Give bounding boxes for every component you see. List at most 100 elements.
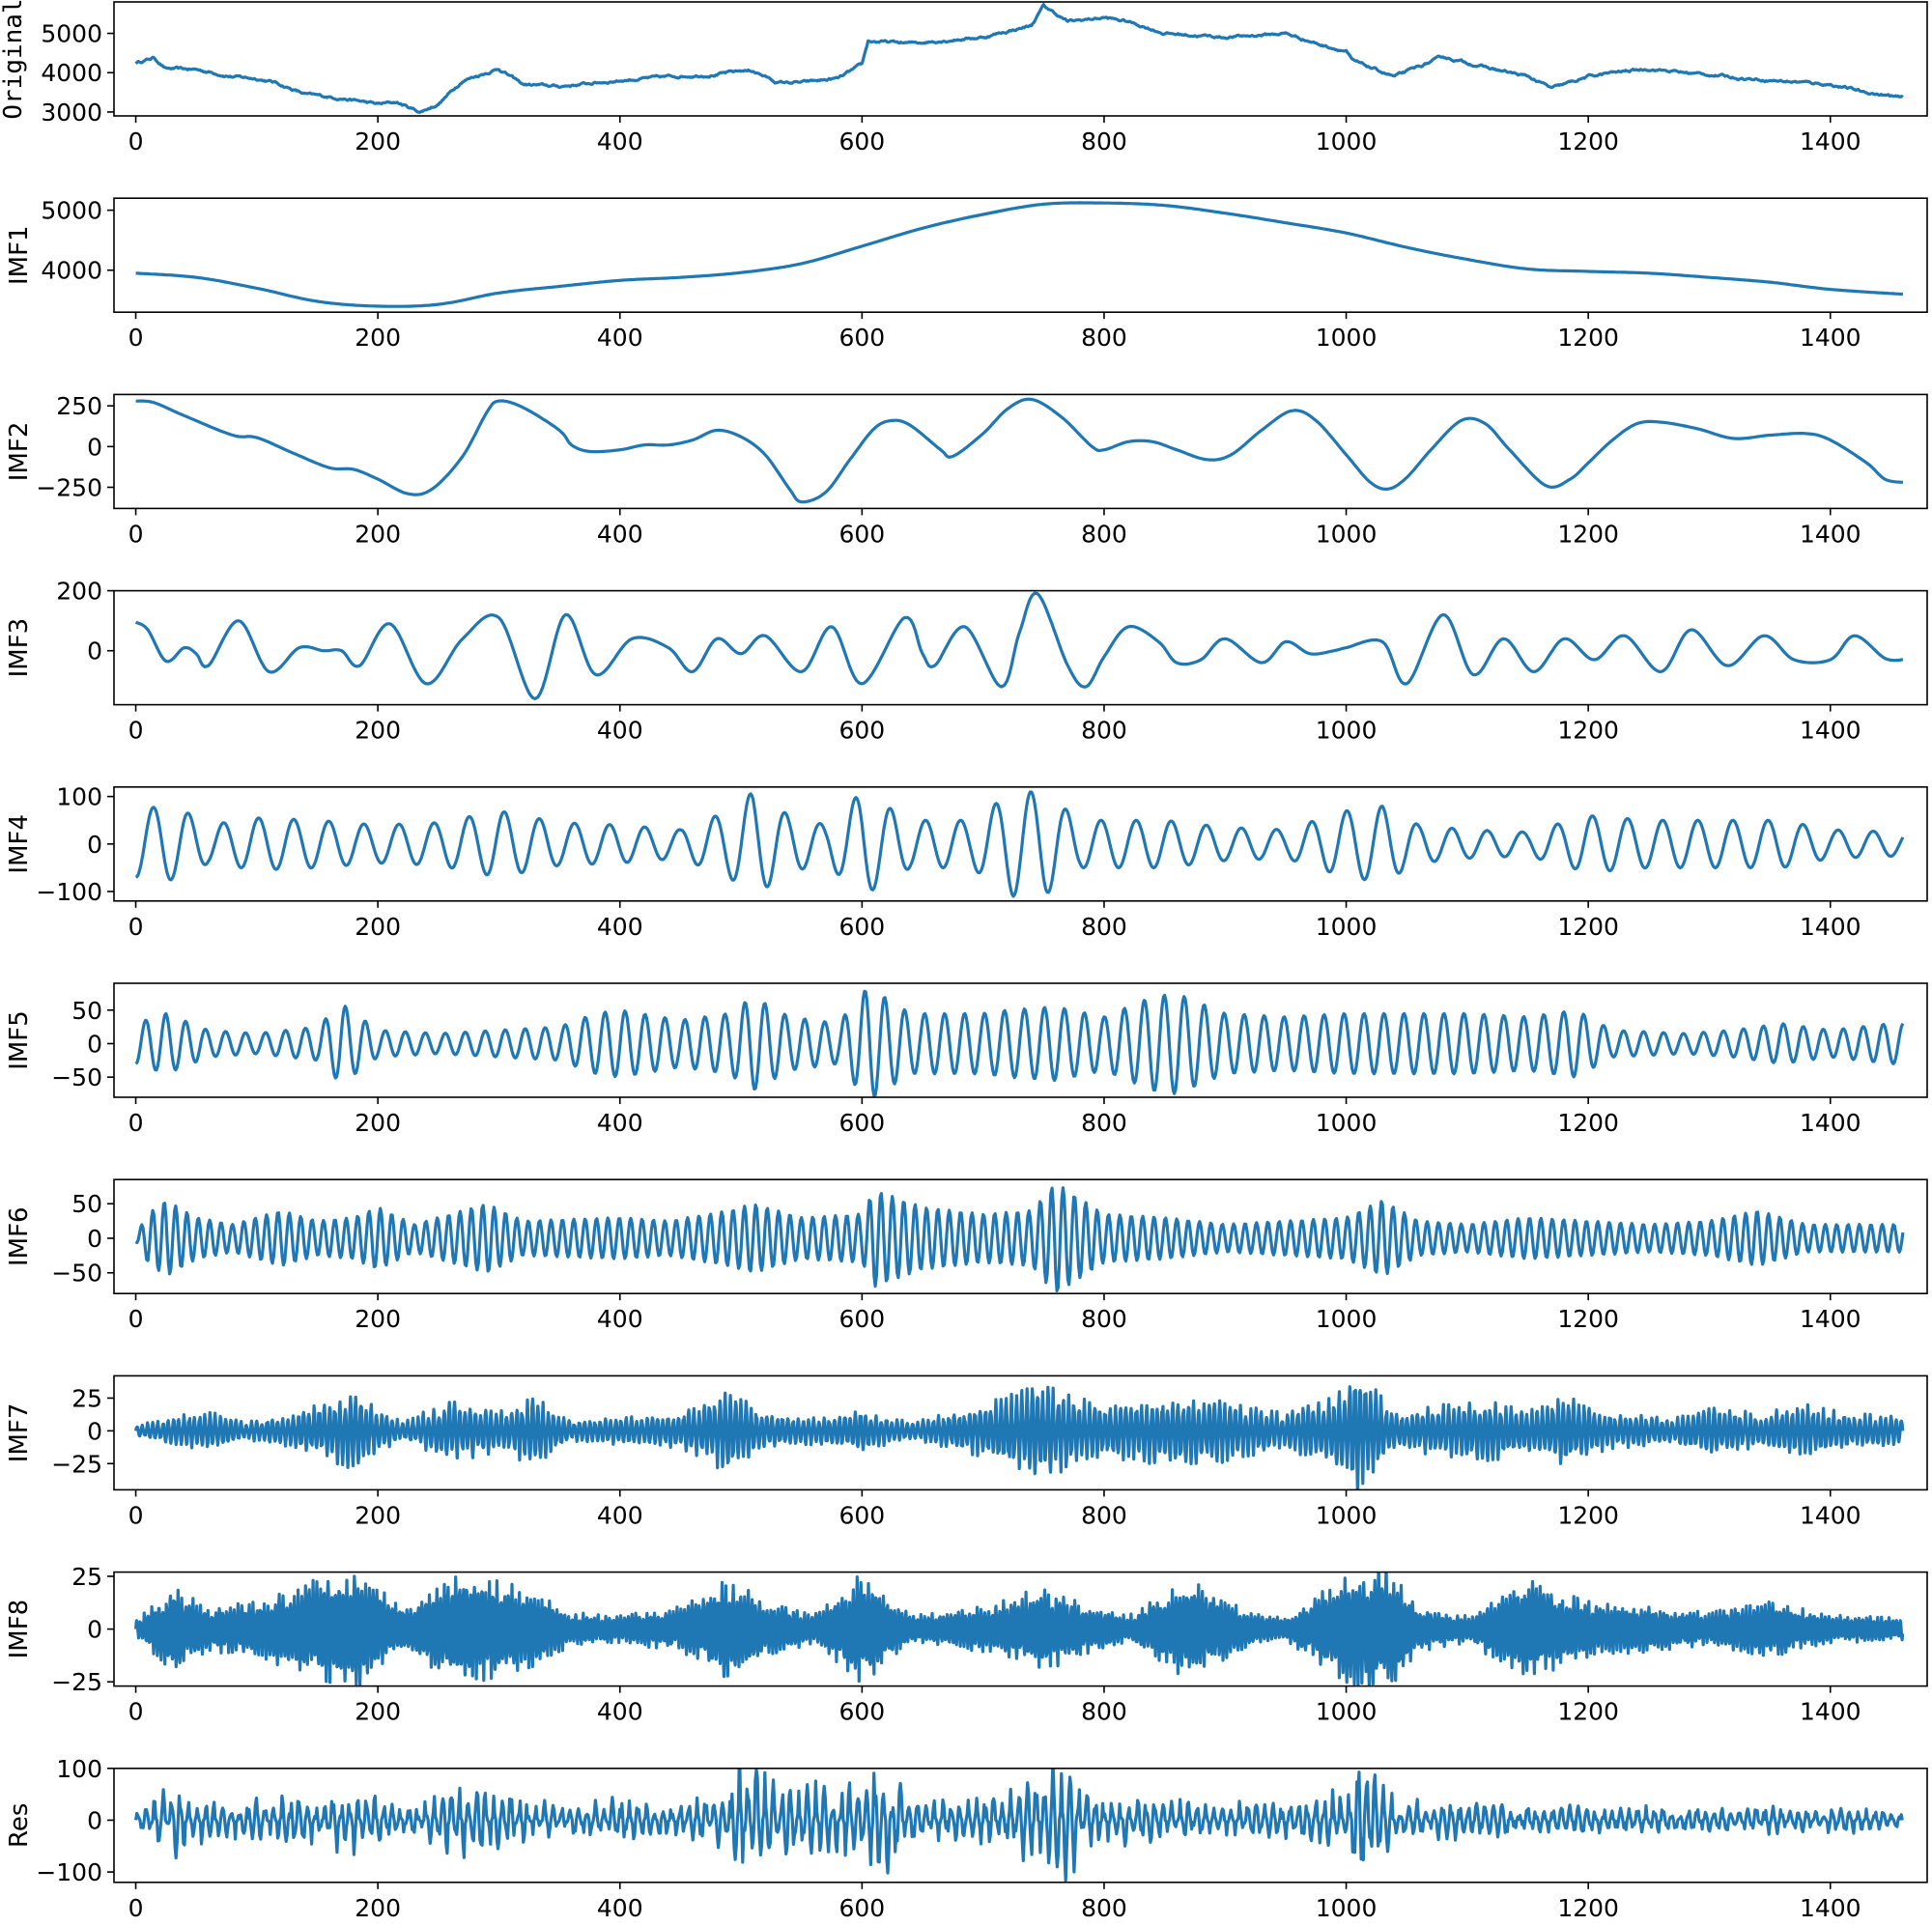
axes-frame-imf2 — [113, 393, 1928, 510]
y-tick-label: 4000 — [41, 257, 102, 285]
x-tick-label: 1200 — [1557, 324, 1619, 352]
y-tick-label: 50 — [71, 1190, 102, 1218]
subplot-original: 0 200 400 600 800 1000 1200 1400 3000 4000 5000 Ori… — [0, 0, 1928, 156]
subplot-imf2: 0 200 400 600 800 1000 1200 1400 −250 0 250 IMF2 — [5, 392, 1928, 548]
y-tick-label: 0 — [87, 1616, 102, 1644]
x-tick-label: 1000 — [1316, 1894, 1378, 1922]
x-tick-label: 600 — [838, 324, 885, 352]
x-tick-label: 800 — [1081, 717, 1127, 745]
y-tick-label: 0 — [87, 637, 102, 666]
x-tick-label: 600 — [838, 1501, 885, 1529]
x-tick-label: 800 — [1081, 127, 1127, 156]
x-tick-label: 1400 — [1800, 1305, 1861, 1333]
x-tick-label: 0 — [128, 127, 144, 156]
x-tick-label: 1200 — [1557, 1698, 1619, 1726]
x-tick-label: 1200 — [1557, 1501, 1619, 1529]
x-tick-label: 600 — [838, 1894, 885, 1922]
x-tick-label: 800 — [1081, 324, 1127, 352]
y-axis-label-imf6: IMF6 — [5, 1206, 34, 1266]
x-tick-label: 600 — [838, 913, 885, 941]
x-tick-label: 0 — [128, 913, 144, 941]
series-line-imf6 — [134, 1186, 1905, 1292]
x-tick-label: 400 — [597, 1698, 643, 1726]
y-axis-label-original: Original — [0, 0, 28, 120]
axes-frame-imf1 — [113, 197, 1928, 313]
subplot-imf7: 0 200 400 600 800 1000 1200 1400 −25 0 25 IMF7 — [5, 1374, 1928, 1529]
x-tick-label: 200 — [355, 913, 401, 941]
y-tick-label: −25 — [51, 1668, 102, 1696]
axes-frame-imf3 — [113, 589, 1928, 706]
y-tick-label: 4000 — [41, 59, 102, 87]
x-tick-label: 1200 — [1557, 127, 1619, 156]
x-tick-label: 1000 — [1316, 1698, 1378, 1726]
x-tick-label: 1200 — [1557, 1305, 1619, 1333]
x-tick-label: 0 — [128, 324, 144, 352]
x-tick-label: 1400 — [1800, 717, 1861, 745]
x-tick-label: 200 — [355, 1305, 401, 1333]
series-line-original — [134, 3, 1904, 114]
y-tick-label: −25 — [51, 1450, 102, 1478]
x-tick-label: 1000 — [1316, 127, 1378, 156]
x-tick-label: 200 — [355, 1501, 401, 1529]
series-line-imf4 — [134, 790, 1905, 898]
y-tick-label: 50 — [71, 997, 102, 1025]
x-tick-label: 600 — [838, 717, 885, 745]
x-tick-label: 1400 — [1800, 324, 1861, 352]
axes-frame-original — [113, 1, 1928, 117]
x-tick-label: 400 — [597, 1109, 643, 1137]
x-tick-label: 1200 — [1557, 1894, 1619, 1922]
series-line-imf8 — [134, 1572, 1905, 1686]
x-tick-label: 200 — [355, 717, 401, 745]
x-tick-label: 0 — [128, 520, 144, 548]
y-tick-label: 25 — [71, 1384, 102, 1412]
y-tick-label: −100 — [36, 878, 102, 906]
axes-frame-imf7 — [113, 1374, 1928, 1491]
x-tick-label: 600 — [838, 1109, 885, 1137]
x-tick-label: 1000 — [1316, 324, 1378, 352]
y-axis-label-imf8: IMF8 — [5, 1600, 34, 1659]
subplot-res: 0 200 400 600 800 1000 1200 1400 −100 0 100 Res — [5, 1755, 1928, 1922]
x-tick-label: 0 — [128, 1894, 144, 1922]
series-line-res — [134, 1768, 1904, 1883]
subplot-imf3: 0 200 400 600 800 1000 1200 1400 0 200 IMF3 — [5, 578, 1928, 745]
y-axis-label-imf4: IMF4 — [5, 814, 34, 874]
x-tick-label: 200 — [355, 1109, 401, 1137]
y-tick-label: 25 — [71, 1563, 102, 1591]
x-tick-label: 1400 — [1800, 1501, 1861, 1529]
y-tick-label: 250 — [56, 392, 102, 420]
x-tick-label: 800 — [1081, 1109, 1127, 1137]
x-tick-label: 1000 — [1316, 1501, 1378, 1529]
y-tick-label: 0 — [87, 1225, 102, 1253]
x-tick-label: 1400 — [1800, 1698, 1861, 1726]
x-tick-label: 400 — [597, 1894, 643, 1922]
x-tick-label: 800 — [1081, 1894, 1127, 1922]
x-tick-label: 1400 — [1800, 1894, 1861, 1922]
y-tick-label: −50 — [51, 1260, 102, 1288]
x-tick-label: 400 — [597, 717, 643, 745]
x-tick-label: 0 — [128, 1501, 144, 1529]
y-tick-label: 100 — [56, 783, 102, 811]
y-axis-label-imf2: IMF2 — [5, 422, 34, 482]
x-tick-label: 0 — [128, 1109, 144, 1137]
x-tick-label: 800 — [1081, 1698, 1127, 1726]
x-tick-label: 200 — [355, 1894, 401, 1922]
x-tick-label: 1200 — [1557, 913, 1619, 941]
x-tick-label: 400 — [597, 1501, 643, 1529]
y-axis-label-imf5: IMF5 — [5, 1010, 34, 1070]
series-line-imf3 — [134, 591, 1904, 700]
y-tick-label: 100 — [56, 1755, 102, 1783]
y-axis-label-imf3: IMF3 — [5, 618, 34, 678]
x-tick-label: 1000 — [1316, 520, 1378, 548]
subplot-imf6: 0 200 400 600 800 1000 1200 1400 −50 0 50 IMF6 — [5, 1178, 1928, 1333]
y-tick-label: 0 — [87, 1417, 102, 1445]
series-line-imf1 — [135, 201, 1904, 308]
axes-frame-res — [113, 1768, 1928, 1884]
y-tick-label: −100 — [36, 1858, 102, 1886]
series-line-imf2 — [135, 397, 1904, 504]
x-tick-label: 1200 — [1557, 1109, 1619, 1137]
y-tick-label: −50 — [51, 1063, 102, 1091]
x-tick-label: 600 — [838, 127, 885, 156]
